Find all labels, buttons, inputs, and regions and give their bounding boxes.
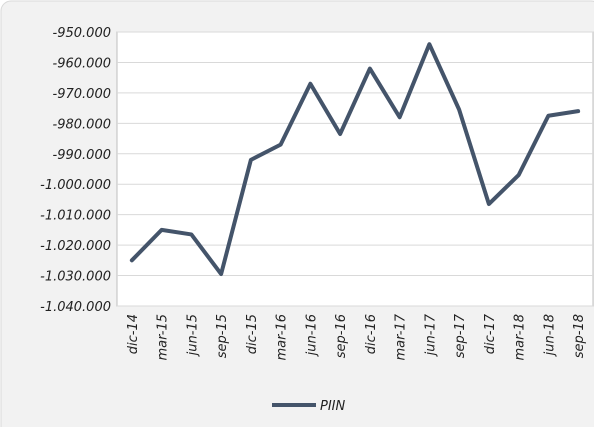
x-tick-label: mar-15	[156, 314, 171, 361]
y-tick-label: -970.000	[53, 87, 111, 102]
y-tick-label: -1.030.000	[40, 270, 111, 285]
x-tick-label: sep-18	[572, 314, 587, 358]
x-tick-label: dic-14	[126, 314, 141, 354]
x-tick-label: sep-17	[453, 313, 468, 358]
plot-area	[116, 31, 594, 307]
y-tick-label: -1.010.000	[40, 209, 111, 224]
x-tick-label: jun-18	[542, 314, 557, 357]
x-tick-label: sep-15	[215, 314, 230, 358]
x-tick-label: dic-16	[364, 314, 379, 354]
x-tick-label: dic-17	[483, 313, 498, 354]
legend-label: PIIN	[320, 399, 346, 414]
x-tick-label: dic-15	[245, 314, 260, 354]
y-tick-label: -1.040.000	[40, 300, 111, 315]
y-tick-label: -980.000	[53, 117, 111, 132]
x-tick-label: jun-15	[185, 314, 200, 357]
y-tick-label: -950.000	[53, 26, 111, 41]
y-tick-label: -1.020.000	[40, 239, 111, 254]
x-tick-label: mar-18	[513, 314, 528, 361]
x-tick-label: jun-16	[304, 314, 319, 357]
y-tick-label: -1.000.000	[40, 178, 111, 193]
x-tick-label: mar-16	[275, 314, 290, 361]
data-line	[129, 42, 581, 277]
y-tick-label: -990.000	[53, 148, 111, 163]
x-tick-label: sep-16	[334, 314, 349, 358]
x-tick-label: jun-17	[423, 313, 438, 357]
y-tick-label: -960.000	[53, 56, 111, 71]
x-tick-label: mar-17	[394, 313, 409, 360]
